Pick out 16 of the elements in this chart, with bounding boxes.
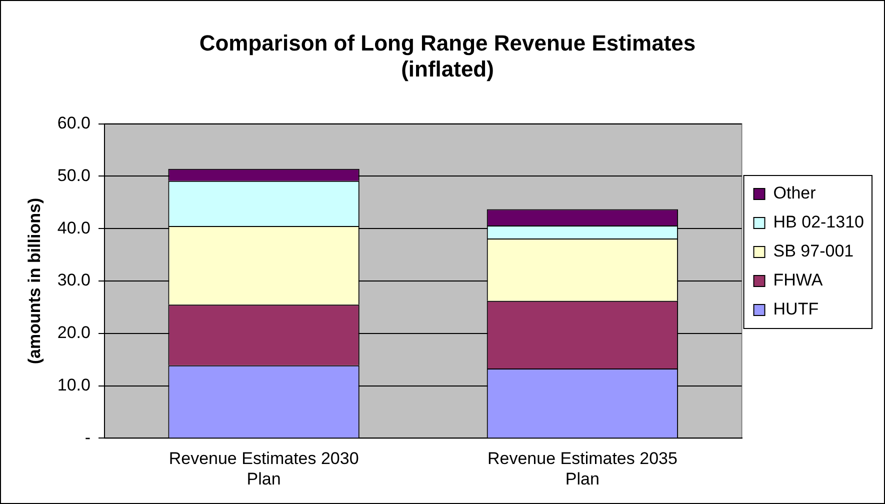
y-tick-label: 10.0 bbox=[57, 375, 90, 394]
legend-label: Other bbox=[773, 184, 816, 203]
y-tick-label: 40.0 bbox=[57, 218, 90, 238]
legend-label: HUTF bbox=[773, 300, 819, 319]
legend-label: SB 97-001 bbox=[773, 242, 854, 261]
x-tick-label: Revenue Estimates 2030 Plan bbox=[168, 449, 359, 488]
legend-label: FHWA bbox=[773, 270, 824, 290]
y-tick-label: 20.0 bbox=[57, 323, 90, 342]
y-tick-label: 30.0 bbox=[57, 270, 90, 290]
x-tick-label: Revenue Estimates 2035 Plan bbox=[487, 449, 678, 488]
y-tick-label: 60.0 bbox=[57, 113, 90, 132]
y-axis-title: (amounts in billions) bbox=[24, 198, 44, 364]
y-tick-label: - bbox=[84, 428, 90, 447]
chart-title: Comparison of Long Range Revenue Estimates (inflated) bbox=[199, 30, 696, 82]
legend-label: HB 02-1310 bbox=[773, 212, 864, 232]
y-tick-label: 50.0 bbox=[57, 166, 90, 185]
